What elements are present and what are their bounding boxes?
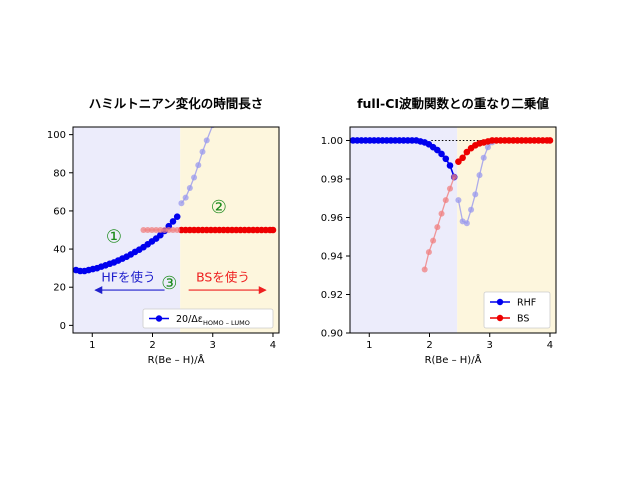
x-tick-label: 4 [547,340,553,351]
data-point [421,266,428,273]
x-tick-label: 2 [149,340,155,351]
data-point [195,162,202,169]
legend-label-main: 20/Δε [176,314,203,325]
chart-right-title: full-CI波動関数との重なり二乗値 [357,96,549,111]
chart-right-series [350,137,554,273]
data-point [438,210,445,217]
region-hf [350,127,458,333]
chart-right-frame [349,126,557,334]
y-tick-label: 20 [53,283,66,294]
chart-left: ハミルトニアン変化の時間長さ ① ② ③ HFを使う BSを使う 1 2 3 4020… [47,96,280,366]
y-tick-label: 0.98 [321,174,343,185]
data-point [434,224,441,231]
data-point [459,154,466,162]
data-point [144,227,151,233]
data-point [442,155,450,163]
chart-left-series [73,127,277,275]
data-point [182,194,189,201]
data-point [191,174,198,181]
chart-left-xlabel: R(Be – H)/Å [148,353,205,366]
y-tick-label: 0 [60,321,66,332]
data-point [451,174,458,181]
y-tick-label: 40 [53,245,66,256]
data-point [484,144,491,151]
data-point [434,146,441,154]
chart-right-xlabel: R(Be – H)/Å [425,353,482,366]
annotation-circled-2: ② [211,197,227,218]
data-point [161,227,168,233]
data-point [455,158,462,165]
data-point [463,148,471,156]
data-point [472,191,479,198]
data-point [269,226,277,234]
x-tick-label: 3 [487,340,493,351]
y-tick-label: 1.00 [321,136,343,147]
data-point [165,227,172,233]
annotation-use-hf: HFを使う [101,270,155,285]
data-point [480,154,487,161]
legend-label-rhf: RHF [517,298,536,309]
data-point [157,231,164,239]
legend-marker-rhf [496,298,504,306]
data-point [446,185,453,192]
x-tick-label: 4 [270,340,276,351]
annotation-use-bs: BSを使う [196,270,250,285]
data-point [455,197,462,204]
data-point [174,227,181,233]
data-point [203,137,210,144]
chart-right: full-CI波動関数との重なり二乗値 1 2 3 4 0.90 0.92 0.94 0.96… [321,96,557,366]
data-point [476,172,483,179]
data-point [178,200,185,207]
x-tick-label: 3 [210,340,216,351]
annotation-circled-3: ③ [161,273,177,294]
chart-right-axes: 1 2 3 4 0.90 0.92 0.94 0.96 0.98 1.00 [321,136,553,351]
data-point [430,237,437,244]
chart-left-frame [72,126,280,334]
data-point [186,185,193,192]
legend-label-bs: BS [517,314,529,325]
x-tick-label: 2 [426,340,432,351]
y-tick-label: 60 [53,206,66,217]
data-point [157,227,164,233]
legend-label-delta: 20/ΔεHOMO – LUMO [176,314,250,327]
y-tick-label: 0.94 [321,251,343,262]
annotation-circled-1: ① [106,226,122,247]
legend-marker-delta [155,315,163,322]
data-point [169,218,177,225]
chart-left-legend: 20/ΔεHOMO – LUMO [142,308,274,329]
chart-right-legend: RHF BS [483,291,551,329]
chart-left-title: ハミルトニアン変化の時間長さ [89,96,264,111]
x-tick-label: 1 [366,340,372,351]
data-point [442,197,449,204]
data-point [425,249,432,256]
data-point [173,213,181,220]
y-tick-label: 0.90 [321,329,343,340]
y-tick-label: 100 [47,130,66,141]
data-point [463,220,470,227]
data-point [140,227,147,233]
data-point [169,227,176,233]
chart-left-annotations: ① ② ③ HFを使う BSを使う [94,197,267,294]
y-tick-label: 80 [53,168,66,179]
data-point [546,137,554,144]
data-point [199,148,206,155]
data-point [153,227,160,233]
legend-marker-bs [496,314,504,322]
data-point [438,150,445,158]
data-point [446,162,454,169]
legend-label-sub: HOMO – LUMO [203,319,250,327]
y-tick-label: 0.92 [321,290,343,301]
x-tick-label: 1 [89,340,95,351]
data-point [148,227,155,233]
data-point [468,206,475,213]
y-tick-label: 0.96 [321,213,343,224]
